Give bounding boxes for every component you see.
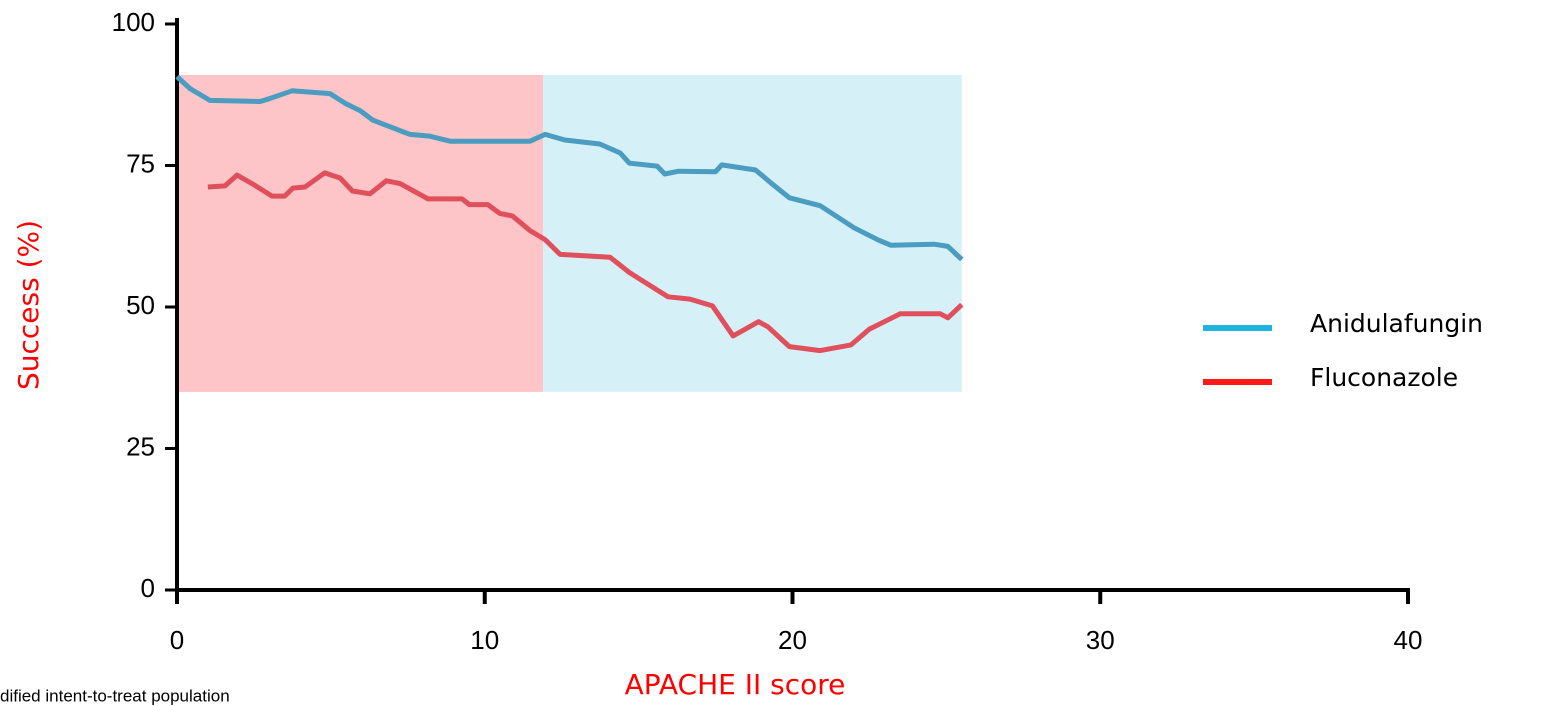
x-tick-label: 20 bbox=[778, 625, 807, 655]
y-axis-label: Success (%) bbox=[12, 220, 45, 390]
x-tick-label: 10 bbox=[470, 625, 499, 655]
y-tick-label: 50 bbox=[126, 290, 155, 320]
y-tick-label: 0 bbox=[141, 573, 155, 603]
legend-label: Anidulafungin bbox=[1310, 309, 1483, 338]
x-axis-label: APACHE II score bbox=[625, 668, 846, 701]
x-tick-label: 30 bbox=[1086, 625, 1115, 655]
series-line bbox=[207, 170, 964, 354]
y-tick-label: 75 bbox=[126, 148, 155, 178]
x-tick-label: 40 bbox=[1394, 625, 1423, 655]
legend-label: Fluconazole bbox=[1310, 363, 1458, 392]
series-line bbox=[175, 74, 964, 262]
footnote: dified intent-to-treat population bbox=[0, 686, 230, 705]
x-tick-label: 0 bbox=[170, 625, 184, 655]
region bbox=[543, 74, 962, 392]
region bbox=[177, 74, 544, 392]
y-tick-label: 100 bbox=[112, 7, 155, 37]
y-tick-label: 25 bbox=[126, 431, 155, 461]
